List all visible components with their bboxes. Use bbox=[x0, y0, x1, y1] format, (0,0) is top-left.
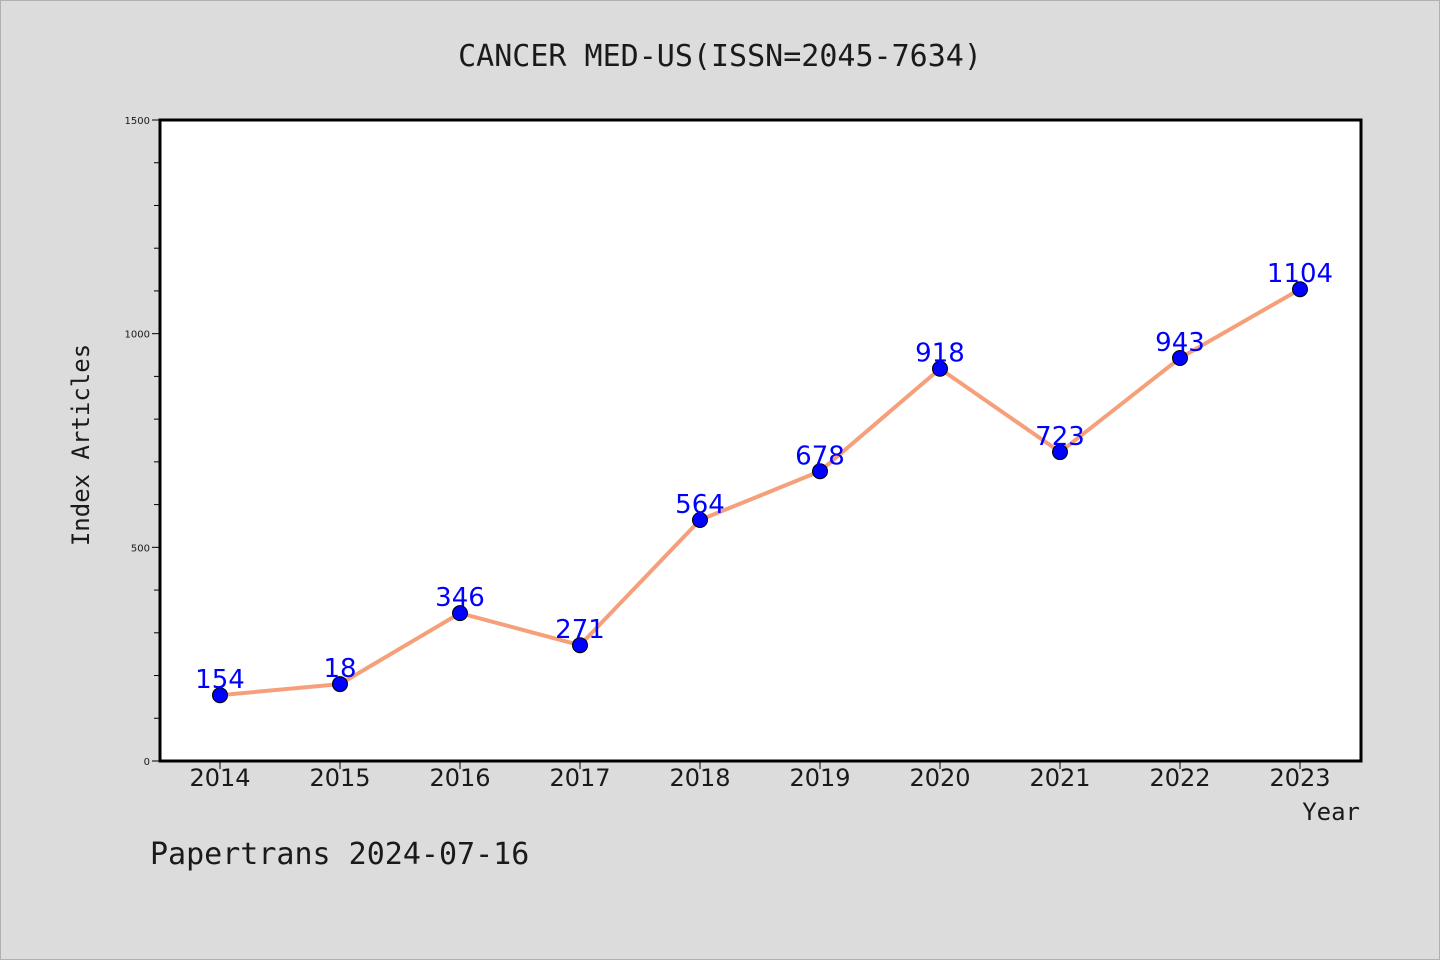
data-point bbox=[1052, 444, 1068, 461]
data-label: 918 bbox=[915, 339, 965, 369]
data-point bbox=[572, 637, 588, 654]
data-point bbox=[932, 360, 948, 377]
x-tick-label: 2016 bbox=[429, 764, 490, 792]
x-axis-title: Year bbox=[1302, 798, 1360, 826]
data-labels: 154 18 346 271 564 678 918 723 943 1104 bbox=[195, 259, 1333, 695]
data-point bbox=[1172, 350, 1188, 367]
data-point bbox=[812, 463, 828, 480]
data-label: 18 bbox=[323, 654, 356, 684]
y-axis-title: Index Articles bbox=[67, 344, 95, 546]
data-label: 154 bbox=[195, 665, 245, 695]
data-label: 723 bbox=[1035, 422, 1085, 452]
y-tick-label: 1500 bbox=[125, 116, 150, 127]
y-tick-label: 1000 bbox=[125, 330, 150, 341]
x-tick-label: 2022 bbox=[1149, 764, 1210, 792]
data-label: 1104 bbox=[1267, 259, 1333, 289]
data-point bbox=[1292, 281, 1308, 298]
plot-area bbox=[160, 120, 1361, 761]
data-markers bbox=[212, 281, 1308, 704]
x-tick-label: 2014 bbox=[189, 764, 250, 792]
x-tick-label: 2023 bbox=[1269, 764, 1330, 792]
y-tick-label: 0 bbox=[144, 757, 150, 768]
y-tick-label: 500 bbox=[131, 543, 150, 554]
data-label: 564 bbox=[675, 490, 725, 520]
x-axis-ticks: 2014 2015 2016 2017 2018 2019 2020 2021 2022 2023 bbox=[189, 761, 1331, 792]
chart-title: CANCER MED-US(ISSN=2045-7634) bbox=[458, 39, 982, 74]
data-label: 943 bbox=[1155, 328, 1205, 358]
data-label: 678 bbox=[795, 441, 845, 471]
x-tick-label: 2019 bbox=[789, 764, 850, 792]
plot-border bbox=[158, 118, 1363, 763]
data-point bbox=[212, 687, 228, 704]
data-label: 271 bbox=[555, 615, 605, 645]
series-line bbox=[219, 287, 1301, 698]
x-tick-label: 2017 bbox=[549, 764, 610, 792]
footer-watermark: Papertrans 2024-07-16 bbox=[150, 837, 529, 872]
data-point bbox=[332, 676, 348, 693]
x-tick-label: 2018 bbox=[669, 764, 730, 792]
data-point bbox=[692, 511, 708, 528]
y-axis-ticks: 0 500 1000 1500 bbox=[125, 116, 160, 768]
x-tick-label: 2021 bbox=[1029, 764, 1090, 792]
x-tick-label: 2020 bbox=[909, 764, 970, 792]
x-tick-label: 2015 bbox=[309, 764, 370, 792]
data-label: 346 bbox=[435, 583, 485, 613]
data-point bbox=[452, 605, 468, 622]
